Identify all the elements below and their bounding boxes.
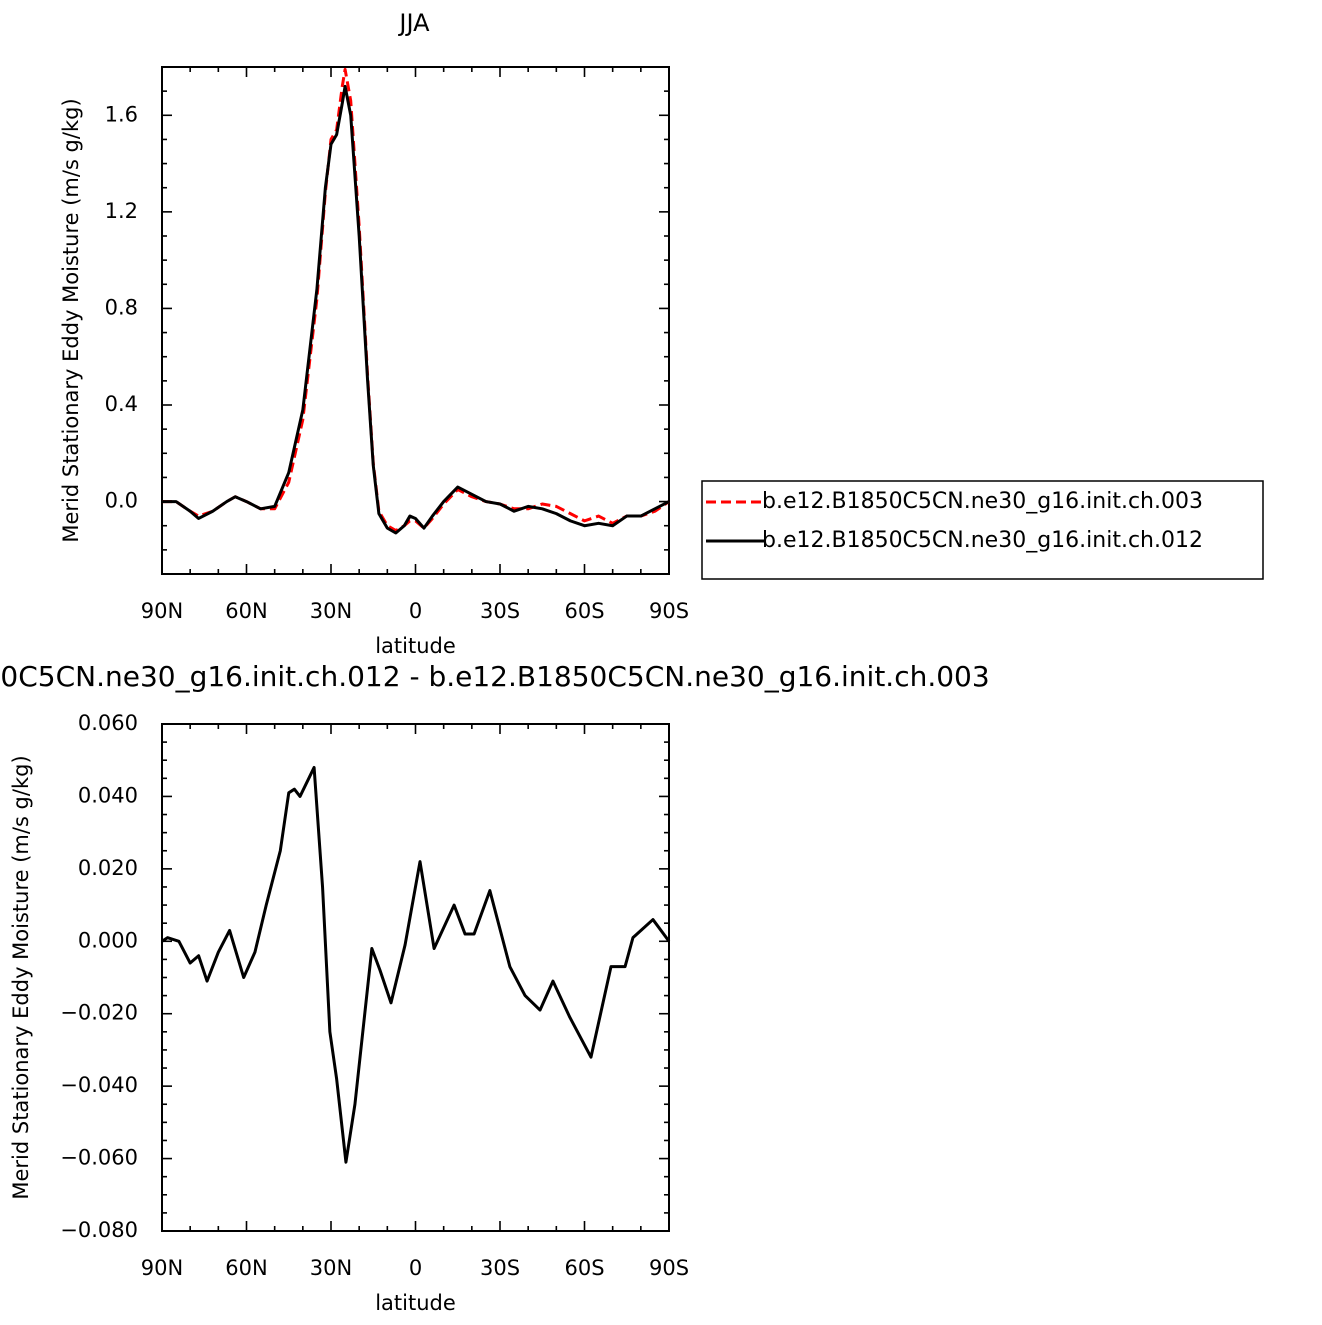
x-tick-label: 60N (225, 1256, 267, 1280)
x-tick-label: 60S (564, 1256, 604, 1280)
y-tick-label: 1.6 (105, 102, 138, 126)
plot-frame (161, 723, 670, 1232)
y-tick-label: −0.020 (60, 1001, 138, 1025)
x-tick-label: 30S (480, 599, 520, 623)
plot-frame (161, 66, 670, 575)
x-tick-label: 30S (480, 1256, 520, 1280)
chart-title: b.e12.B1850C5CN.ne30_g16.init.ch.012 - b… (0, 660, 990, 693)
chart-title: JJA (397, 9, 430, 37)
x-tick-label: 60N (225, 599, 267, 623)
series-line (162, 67, 670, 533)
y-tick-label: −0.060 (60, 1146, 138, 1170)
y-axis-label: Merid Stationary Eddy Moisture (m/s g/kg… (59, 98, 83, 542)
x-tick-label: 0 (409, 599, 422, 623)
x-axis-label: latitude (375, 1291, 456, 1315)
x-tick-label: 90S (649, 1256, 689, 1280)
x-tick-label: 30N (310, 1256, 352, 1280)
x-axis-label: latitude (375, 634, 456, 658)
legend-label: b.e12.B1850C5CN.ne30_g16.init.ch.012 (762, 528, 1203, 553)
x-tick-label: 90S (649, 599, 689, 623)
y-tick-label: 1.2 (105, 199, 138, 223)
x-tick-label: 90N (141, 599, 183, 623)
y-tick-label: −0.040 (60, 1073, 138, 1097)
legend-box (701, 480, 1264, 580)
x-tick-label: 90N (141, 1256, 183, 1280)
y-axis-label: Merid Stationary Eddy Moisture (m/s g/kg… (9, 755, 33, 1199)
y-tick-label: 0.8 (105, 295, 138, 319)
legend: b.e12.B1850C5CN.ne30_g16.init.ch.003 b.e1… (701, 480, 1264, 580)
y-tick-label: −0.080 (60, 1218, 138, 1242)
y-tick-label: 0.060 (78, 711, 138, 735)
y-tick-label: 0.0 (105, 489, 138, 513)
y-tick-label: 0.000 (78, 928, 138, 952)
x-tick-label: 0 (409, 1256, 422, 1280)
y-tick-label: 0.020 (78, 856, 138, 880)
legend-label: b.e12.B1850C5CN.ne30_g16.init.ch.003 (762, 489, 1203, 514)
x-tick-label: 60S (564, 599, 604, 623)
y-tick-label: 0.4 (105, 392, 138, 416)
y-tick-label: 0.040 (78, 783, 138, 807)
series-line (161, 765, 671, 1164)
series-line (162, 84, 670, 535)
x-tick-label: 30N (310, 599, 352, 623)
